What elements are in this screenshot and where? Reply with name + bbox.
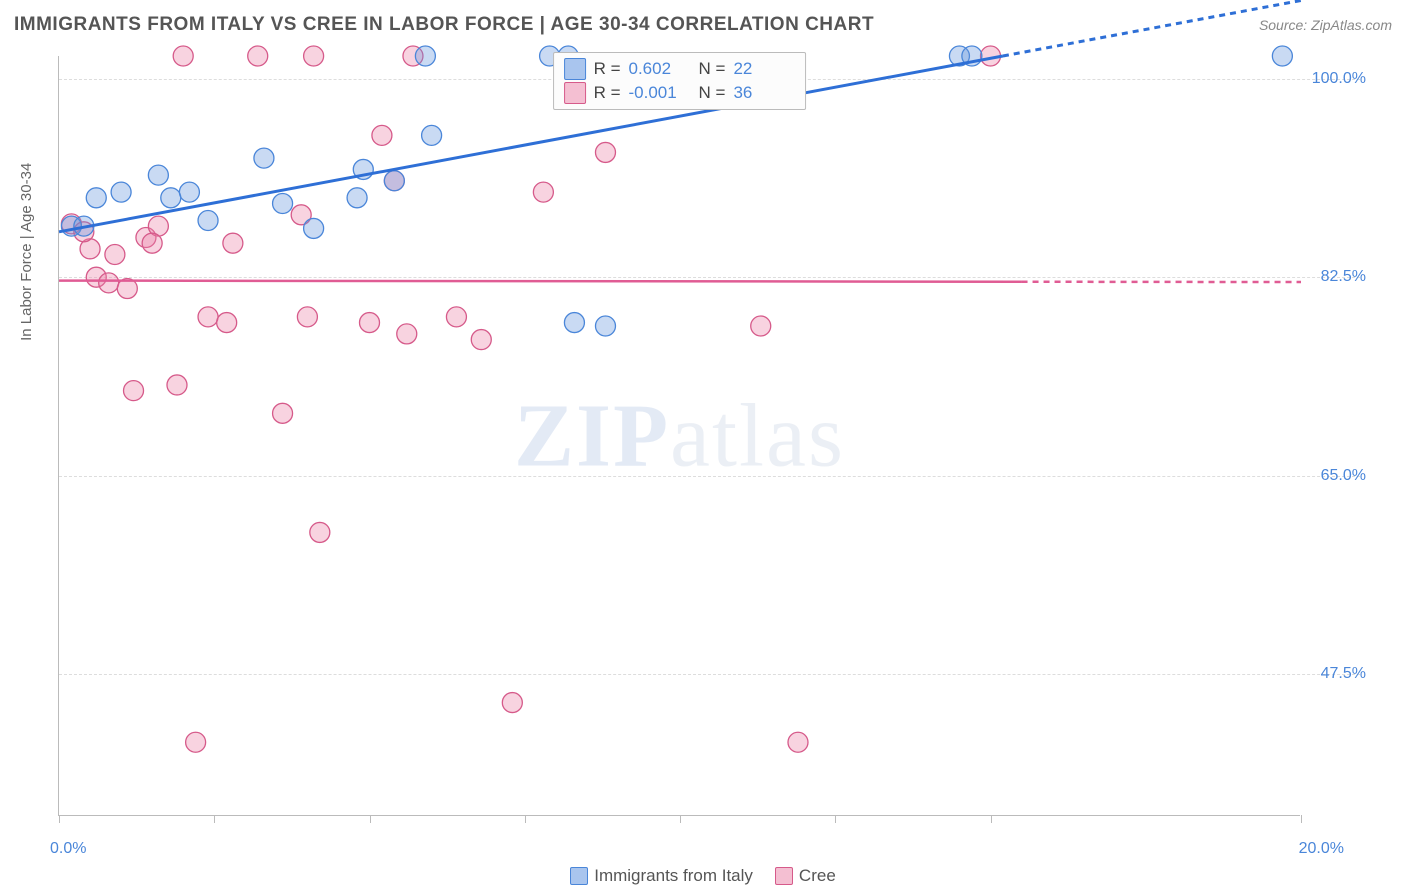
data-point <box>148 165 168 185</box>
legend-label-1: Cree <box>799 866 836 886</box>
data-point <box>173 46 193 66</box>
data-point <box>595 142 615 162</box>
data-point <box>273 193 293 213</box>
x-tick <box>991 815 992 823</box>
legend-row-series-0: R = 0.602 N = 22 <box>564 57 796 81</box>
scatter-svg <box>59 56 1300 815</box>
data-point <box>564 313 584 333</box>
data-point <box>105 245 125 265</box>
data-point <box>310 522 330 542</box>
data-point <box>142 233 162 253</box>
legend-row-series-1: R = -0.001 N = 36 <box>564 81 796 105</box>
data-point <box>217 313 237 333</box>
n-value-0: 22 <box>733 59 795 79</box>
x-axis-end-label: 20.0% <box>1299 840 1344 858</box>
data-point <box>99 273 119 293</box>
data-point <box>304 46 324 66</box>
data-point <box>533 182 553 202</box>
y-tick-label: 82.5% <box>1321 268 1366 286</box>
source-label: Source: ZipAtlas.com <box>1259 17 1392 33</box>
data-point <box>415 46 435 66</box>
data-point <box>167 375 187 395</box>
data-point <box>788 732 808 752</box>
data-point <box>248 46 268 66</box>
x-axis-start-label: 0.0% <box>50 840 86 858</box>
data-point <box>223 233 243 253</box>
header: IMMIGRANTS FROM ITALY VS CREE IN LABOR F… <box>14 14 1392 36</box>
data-point <box>254 148 274 168</box>
r-value-1: -0.001 <box>629 83 691 103</box>
data-point <box>446 307 466 327</box>
legend-item-1: Cree <box>775 866 836 886</box>
data-point <box>422 125 442 145</box>
y-tick-label: 100.0% <box>1312 70 1366 88</box>
x-tick <box>835 815 836 823</box>
swatch-series-0 <box>564 58 586 80</box>
r-value-0: 0.602 <box>629 59 691 79</box>
data-point <box>397 324 417 344</box>
x-tick <box>525 815 526 823</box>
chart-title: IMMIGRANTS FROM ITALY VS CREE IN LABOR F… <box>14 14 874 36</box>
data-point <box>297 307 317 327</box>
y-tick-label: 65.0% <box>1321 467 1366 485</box>
data-point <box>111 182 131 202</box>
n-label: N = <box>699 83 726 103</box>
n-label: N = <box>699 59 726 79</box>
swatch-series-1 <box>564 82 586 104</box>
legend-item-0: Immigrants from Italy <box>570 866 753 886</box>
data-point <box>347 188 367 208</box>
x-tick <box>680 815 681 823</box>
x-tick <box>214 815 215 823</box>
x-tick <box>59 815 60 823</box>
data-point <box>372 125 392 145</box>
data-point <box>124 381 144 401</box>
data-point <box>179 182 199 202</box>
trend-line <box>59 281 1022 282</box>
y-axis-label: In Labor Force | Age 30-34 <box>18 163 35 341</box>
x-tick <box>1301 815 1302 823</box>
data-point <box>198 307 218 327</box>
r-label: R = <box>594 59 621 79</box>
data-point <box>384 171 404 191</box>
legend-swatch-0 <box>570 867 588 885</box>
x-tick <box>370 815 371 823</box>
y-tick-label: 47.5% <box>1321 665 1366 683</box>
data-point <box>471 330 491 350</box>
trend-line <box>59 56 1003 232</box>
data-point <box>198 210 218 230</box>
r-label: R = <box>594 83 621 103</box>
data-point <box>595 316 615 336</box>
data-point <box>273 403 293 423</box>
n-value-1: 36 <box>733 83 795 103</box>
data-point <box>86 188 106 208</box>
data-point <box>161 188 181 208</box>
legend-swatch-1 <box>775 867 793 885</box>
data-point <box>186 732 206 752</box>
data-point <box>304 218 324 238</box>
data-point <box>502 693 522 713</box>
series-legend: Immigrants from Italy Cree <box>0 866 1406 886</box>
data-point <box>360 313 380 333</box>
data-point <box>751 316 771 336</box>
chart-plot-area: ZIPatlas R = 0.602 N = 22 R = -0.001 N =… <box>58 56 1300 816</box>
legend-label-0: Immigrants from Italy <box>594 866 753 886</box>
data-point <box>1272 46 1292 66</box>
correlation-legend: R = 0.602 N = 22 R = -0.001 N = 36 <box>553 52 807 110</box>
